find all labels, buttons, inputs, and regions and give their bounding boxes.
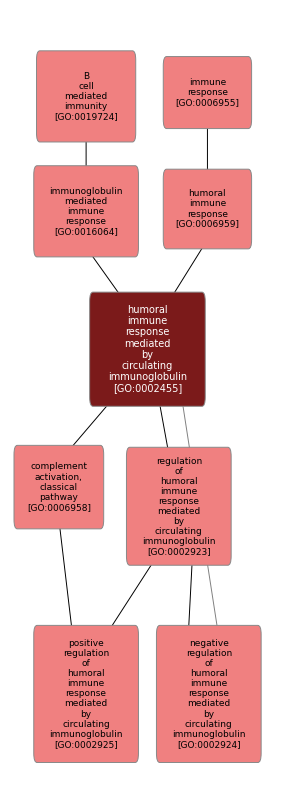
FancyBboxPatch shape <box>36 51 136 142</box>
FancyBboxPatch shape <box>34 626 139 763</box>
FancyBboxPatch shape <box>156 626 261 763</box>
FancyBboxPatch shape <box>163 57 252 128</box>
Text: negative
regulation
of
humoral
immune
response
mediated
by
circulating
immunoglo: negative regulation of humoral immune re… <box>172 639 246 749</box>
Text: humoral
immune
response
mediated
by
circulating
immunoglobulin
[GO:0002455]: humoral immune response mediated by circ… <box>108 305 187 393</box>
Text: immune
response
[GO:0006955]: immune response [GO:0006955] <box>176 78 239 107</box>
FancyBboxPatch shape <box>34 166 139 257</box>
FancyBboxPatch shape <box>163 169 252 249</box>
FancyBboxPatch shape <box>90 292 205 406</box>
FancyBboxPatch shape <box>126 447 231 565</box>
Text: B
cell
mediated
immunity
[GO:0019724]: B cell mediated immunity [GO:0019724] <box>54 72 118 121</box>
Text: positive
regulation
of
humoral
immune
response
mediated
by
circulating
immunoglo: positive regulation of humoral immune re… <box>49 639 123 749</box>
Text: complement
activation,
classical
pathway
[GO:0006958]: complement activation, classical pathway… <box>27 463 91 512</box>
Text: humoral
immune
response
[GO:0006959]: humoral immune response [GO:0006959] <box>176 189 239 228</box>
Text: immunoglobulin
mediated
immune
response
[GO:0016064]: immunoglobulin mediated immune response … <box>49 187 123 236</box>
Text: regulation
of
humoral
immune
response
mediated
by
circulating
immunoglobulin
[GO: regulation of humoral immune response me… <box>142 456 216 556</box>
FancyBboxPatch shape <box>14 445 104 529</box>
